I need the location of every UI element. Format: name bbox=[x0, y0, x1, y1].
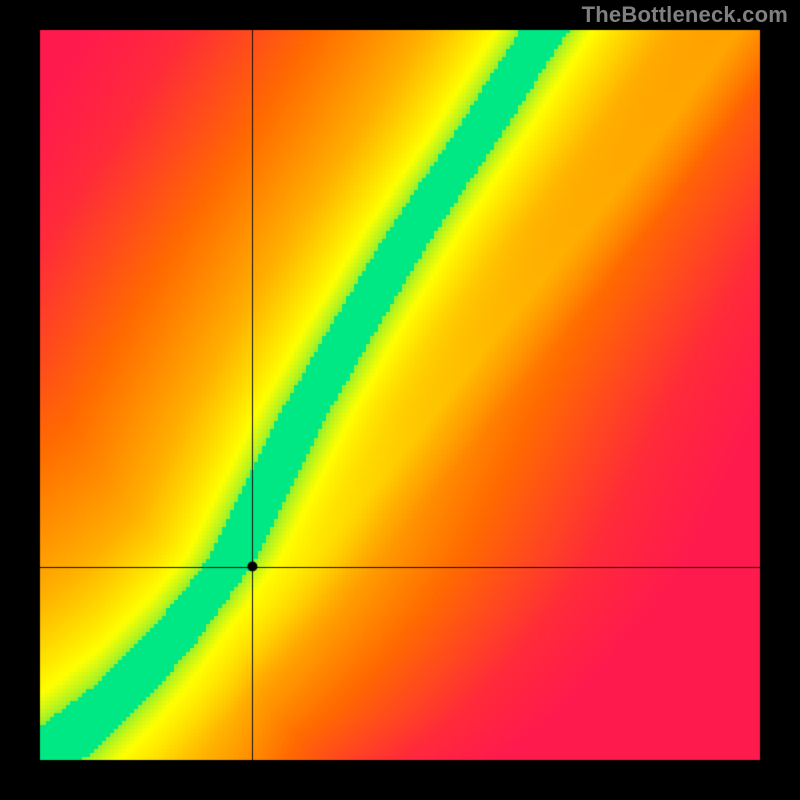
bottleneck-heatmap-figure: TheBottleneck.com bbox=[0, 0, 800, 800]
heatmap-canvas bbox=[0, 0, 800, 800]
watermark-text: TheBottleneck.com bbox=[582, 2, 788, 28]
